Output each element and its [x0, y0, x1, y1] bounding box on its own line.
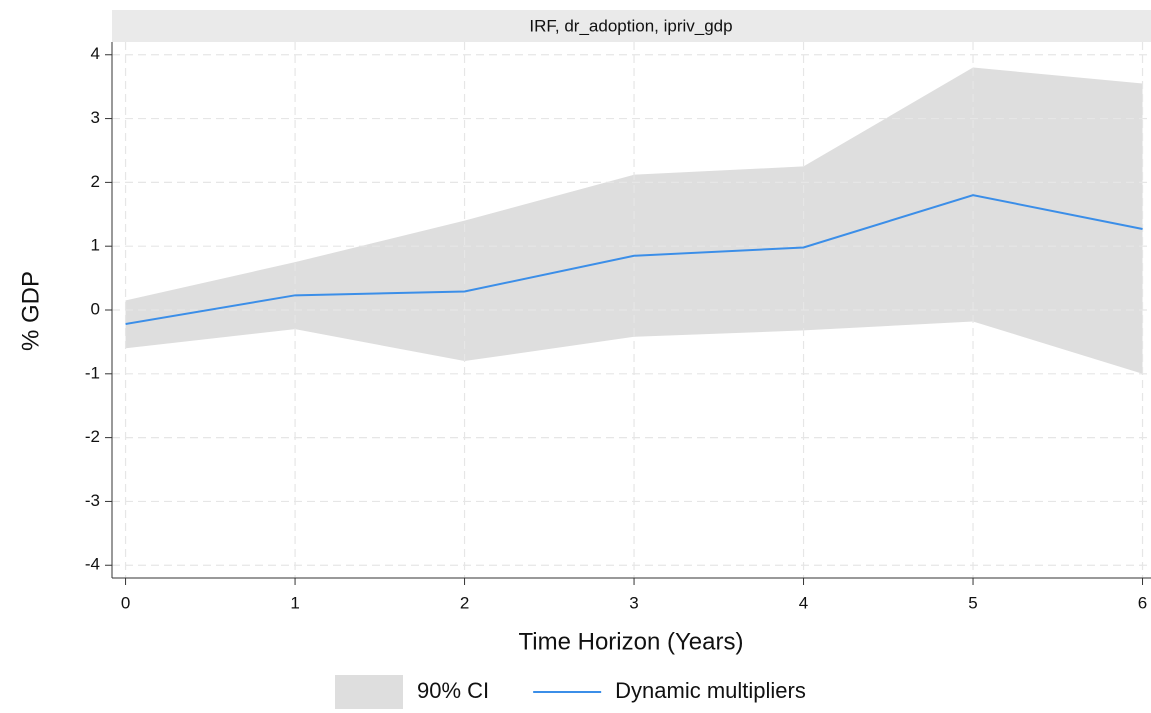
series-line [125, 194, 1143, 326]
y-tick-label: 2 [91, 172, 100, 191]
y-tick-label: 0 [91, 299, 100, 318]
y-tick-label: 4 [91, 44, 100, 63]
y-tick-label: 3 [91, 108, 100, 127]
y-axis-label: % GDP [17, 271, 44, 351]
y-tick-label: -3 [85, 491, 100, 510]
x-axis-label: Time Horizon (Years) [519, 628, 744, 655]
x-tick-label: 0 [121, 593, 130, 612]
x-tick-label: 6 [1138, 593, 1147, 612]
chart-title: IRF, dr_adoption, ipriv_gdp [529, 16, 732, 35]
title-strip [112, 10, 1151, 42]
y-tick-label: -4 [85, 555, 100, 574]
y-tick-label: -1 [85, 363, 100, 382]
y-tick-label: -2 [85, 427, 100, 446]
legend-label: Dynamic multipliers [615, 678, 806, 703]
x-tick-label: 3 [629, 593, 638, 612]
x-tick-label: 4 [799, 593, 808, 612]
ci-band [125, 67, 1143, 374]
x-tick-label: 5 [968, 593, 977, 612]
y-tick-label: 1 [91, 236, 100, 255]
x-tick-label: 1 [290, 593, 299, 612]
legend-label: 90% CI [417, 678, 489, 703]
legend-swatch [335, 675, 403, 709]
x-tick-label: 2 [460, 593, 469, 612]
